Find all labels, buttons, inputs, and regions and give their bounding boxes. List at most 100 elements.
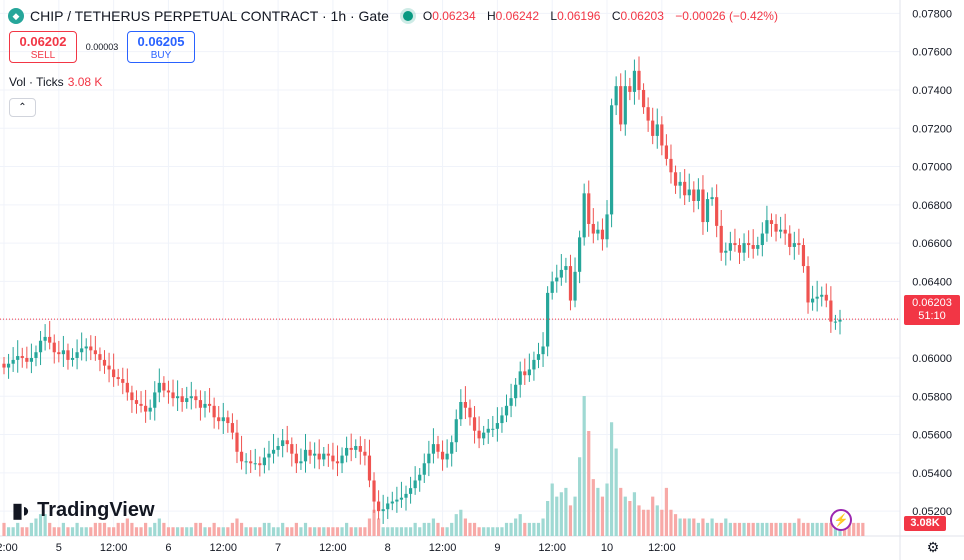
volume-bar [139, 527, 143, 536]
candle-body [386, 503, 390, 510]
x-axis[interactable]: 12:00 5 12:00 6 12:00 7 12:00 8 12:00 9 12:00 10 12:… [0, 542, 676, 554]
volume-bar [514, 518, 518, 536]
candle-body [349, 447, 353, 450]
candle-body [262, 457, 266, 466]
candle-body [623, 86, 627, 125]
candle-body [500, 415, 504, 424]
candle-body [20, 356, 24, 358]
candle-body [157, 382, 161, 393]
volume-bar [445, 527, 449, 536]
candle-body [555, 277, 559, 282]
volume-bar [518, 514, 522, 536]
volume-bar [573, 496, 577, 536]
volume-bar [810, 522, 815, 536]
candle-body [655, 124, 659, 136]
candle-body [144, 405, 148, 412]
volume-bar [404, 527, 408, 536]
volume-bar [619, 487, 623, 536]
candle-body [619, 86, 623, 125]
x-tick-label: 6 [165, 542, 171, 554]
candle-body [427, 453, 431, 464]
candle-body [669, 158, 673, 173]
candle-body [605, 214, 609, 240]
candle-body [810, 298, 815, 303]
candle-body [614, 86, 618, 106]
volume-legend[interactable]: Vol · Ticks 3.08 K [9, 75, 103, 89]
sell-button[interactable]: 0.06202 SELL [9, 31, 77, 63]
volume-bar [112, 527, 116, 536]
candle-body [546, 292, 550, 347]
candle-body [527, 369, 531, 376]
candle-body [436, 444, 440, 452]
candle-body [322, 453, 326, 460]
candle-body [130, 392, 134, 401]
y-tick-label: 0.07400 [912, 85, 952, 97]
volume-bar [797, 518, 801, 536]
lightning-icon[interactable]: ⚡ [830, 509, 852, 531]
settings-gear-icon[interactable]: ⚙ [926, 538, 940, 555]
y-tick-label: 0.07600 [912, 47, 952, 59]
volume-bar [80, 527, 84, 536]
candle-body [824, 294, 828, 301]
volume-bar [48, 522, 52, 536]
volume-bar [221, 527, 225, 536]
symbol-header: ◆ CHIP / TETHERUS PERPETUAL CONTRACT · 1… [8, 6, 786, 26]
volume-bar [399, 527, 404, 536]
volume-bar [29, 522, 34, 536]
candle-body [582, 193, 586, 238]
volume-bar [550, 483, 554, 536]
volume-bar [317, 527, 321, 536]
tv-logo-icon: ▮◗ [12, 500, 32, 522]
volume-bar [134, 527, 139, 536]
volume-bar [34, 518, 38, 536]
candle-body [367, 455, 372, 481]
candle-body [628, 86, 632, 92]
candle-body [468, 407, 472, 418]
volume-bar [715, 522, 719, 536]
volume-bar [578, 457, 582, 536]
candle-body [801, 245, 806, 267]
candle-body [696, 189, 700, 201]
symbol-title[interactable]: CHIP / TETHERUS PERPETUAL CONTRACT · 1h … [30, 8, 389, 24]
volume-bar [372, 509, 376, 536]
y-tick-label: 0.06600 [912, 238, 952, 250]
volume-bar [217, 527, 221, 536]
volume-bar [705, 522, 710, 536]
candle-body [326, 453, 330, 456]
candle-body [820, 294, 824, 297]
volume-bar [408, 527, 413, 536]
candle-body [413, 480, 417, 489]
candle-body [440, 451, 445, 460]
tradingview-logo[interactable]: ▮◗ TradingView [12, 499, 155, 522]
candle-body [719, 225, 723, 253]
volume-bar [482, 527, 486, 536]
volume-bar [390, 527, 394, 536]
x-tick-label: 12:00 [100, 542, 128, 554]
symbol-logo-icon: ◆ [8, 8, 24, 24]
volume-bar [651, 496, 655, 536]
candle-body [294, 453, 298, 464]
candle-body [253, 463, 257, 465]
candle-body [148, 407, 152, 412]
buy-button[interactable]: 0.06205 BUY [127, 31, 195, 63]
collapse-legend-button[interactable]: ⌃ [9, 98, 36, 117]
candle-body [290, 444, 294, 454]
candle-body [235, 432, 239, 452]
volume-bar [267, 522, 271, 536]
volume-bar [157, 518, 161, 536]
candle-body [249, 461, 253, 464]
candle-body [139, 403, 143, 406]
candle-body [408, 488, 413, 494]
candle-body [591, 223, 595, 234]
candle-body [779, 229, 783, 232]
volume-bar [358, 527, 362, 536]
x-tick-label: 5 [56, 542, 62, 554]
candle-body [239, 451, 244, 462]
candle-body [11, 359, 15, 364]
candle-body [609, 105, 614, 215]
y-axis[interactable]: 0.07800 0.07600 0.07400 0.07200 0.07000 0.068… [912, 8, 952, 518]
candle-body [550, 281, 554, 293]
x-tick-label: 12:00 [648, 542, 676, 554]
